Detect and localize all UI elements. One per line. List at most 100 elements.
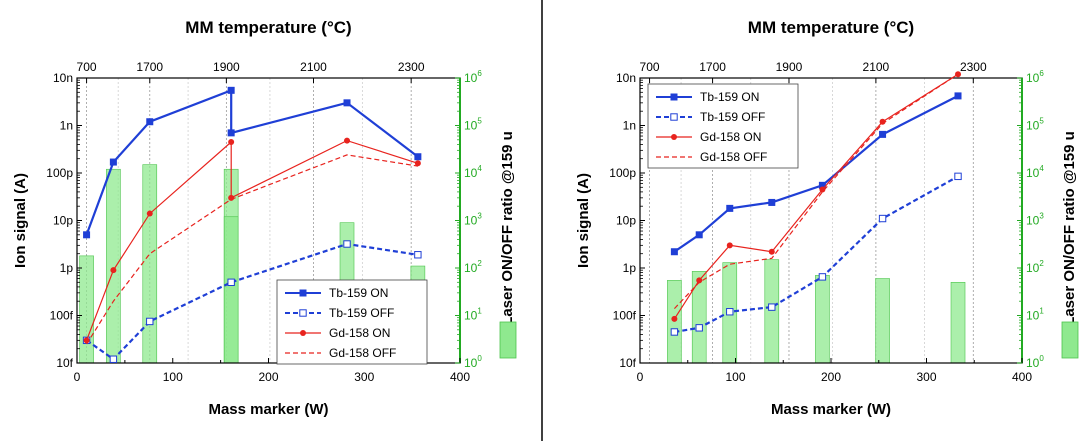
top-tick-label: 700: [640, 60, 660, 74]
ratio-bar: [950, 281, 966, 364]
x-axis-label: Mass marker (W): [208, 401, 328, 418]
data-point: [227, 278, 235, 286]
y2-tick-label: 100: [464, 354, 482, 370]
ratio-bar: [875, 278, 890, 364]
legend-marker: [670, 93, 678, 101]
data-point: [726, 308, 734, 316]
data-point: [696, 277, 703, 284]
y2-tick-label: 106: [1026, 69, 1044, 85]
y2-tick-label: 102: [1026, 259, 1044, 275]
y2-tick-exponent: 0: [1039, 354, 1044, 363]
legend-marker: [300, 330, 306, 336]
x-tick-label: 200: [821, 370, 841, 384]
legend-entry: Gd-158 ON: [700, 130, 761, 144]
data-point: [146, 118, 154, 126]
data-point: [414, 251, 422, 259]
y-tick-label: 10f: [619, 356, 636, 370]
y2-axis-label: Laser ON/OFF ratio @159 u: [1061, 131, 1078, 326]
y2-tick-exponent: 3: [1039, 212, 1044, 221]
data-point: [228, 138, 235, 145]
x-tick-label: 400: [1012, 370, 1032, 384]
x-tick-label: 300: [354, 370, 374, 384]
y2-tick-label: 100: [1026, 354, 1044, 370]
data-point: [227, 86, 235, 94]
y-tick-label: 10p: [53, 214, 73, 228]
y2-tick-exponent: 2: [477, 259, 482, 268]
data-point: [819, 186, 826, 193]
data-point: [146, 317, 154, 326]
data-point: [818, 181, 826, 189]
data-point: [109, 355, 118, 363]
legend-marker: [299, 309, 307, 317]
data-point: [83, 231, 91, 239]
ratio-bar: [815, 275, 830, 364]
data-point: [878, 214, 887, 223]
y2-tick-exponent: 5: [1039, 117, 1044, 126]
y2-tick-base: 10: [1026, 119, 1040, 133]
ratio-bar: [79, 255, 94, 364]
y2-tick-base: 10: [464, 71, 478, 85]
y2-tick-base: 10: [1026, 261, 1040, 275]
y-tick-label: 1p: [623, 261, 637, 275]
y2-tick-exponent: 6: [477, 69, 482, 78]
ratio-legend-swatch: [499, 321, 517, 359]
legend-entry: Gd-158 ON: [329, 326, 390, 340]
x-tick-label: 300: [916, 370, 936, 384]
y-tick-label: 100f: [50, 309, 74, 323]
data-point: [228, 194, 235, 201]
y2-tick-label: 105: [464, 117, 482, 133]
y-tick-label: 100f: [613, 309, 637, 323]
ratio-legend-swatch: [1061, 321, 1079, 359]
y2-tick-label: 105: [1026, 117, 1044, 133]
y2-tick-exponent: 1: [477, 307, 482, 316]
y2-tick-base: 10: [464, 119, 478, 133]
y2-tick-exponent: 4: [1039, 164, 1044, 173]
y2-tick-label: 101: [1026, 307, 1044, 323]
ratio-bar: [223, 216, 239, 364]
series-line-tb-159-off: [85, 242, 419, 361]
y2-tick-label: 106: [464, 69, 482, 85]
y2-tick-exponent: 5: [477, 117, 482, 126]
y-axis-label: Ion signal (A): [575, 173, 592, 268]
y2-tick-label: 103: [1026, 212, 1044, 228]
y2-tick-base: 10: [464, 356, 478, 370]
data-point: [146, 210, 153, 217]
legend-marker: [670, 113, 678, 121]
y2-tick-base: 10: [464, 214, 478, 228]
ratio-bar: [142, 164, 158, 364]
y2-tick-base: 10: [1026, 71, 1040, 85]
y-tick-label: 1n: [623, 119, 636, 133]
data-point: [343, 240, 351, 248]
y-tick-label: 10n: [53, 71, 73, 85]
y2-tick-exponent: 1: [1039, 307, 1044, 316]
x-tick-label: 100: [163, 370, 183, 384]
y2-tick-base: 10: [464, 166, 478, 180]
y2-tick-label: 101: [464, 307, 482, 323]
data-point: [768, 303, 776, 311]
y2-tick-exponent: 2: [1039, 259, 1044, 268]
series-line-gd-158-off: [673, 73, 959, 310]
y-tick-label: 10f: [56, 356, 73, 370]
legend-entry: Tb-159 ON: [700, 90, 759, 104]
data-point: [879, 130, 887, 138]
data-point: [670, 328, 679, 336]
y2-tick-exponent: 3: [477, 212, 482, 221]
data-point: [954, 92, 962, 100]
x-axis-label: Mass marker (W): [771, 401, 891, 418]
data-point: [343, 99, 351, 107]
data-point: [726, 204, 734, 212]
top-tick-label: 1700: [699, 60, 726, 74]
top-tick-label: 1900: [213, 60, 240, 74]
x-tick-label: 100: [725, 370, 745, 384]
chart-title: MM temperature (°C): [185, 18, 351, 37]
legend-entry: Tb-159 OFF: [700, 110, 765, 124]
data-point: [768, 248, 775, 255]
legend-entry: Gd-158 OFF: [700, 150, 767, 164]
top-tick-label: 2100: [863, 60, 890, 74]
x-tick-label: 400: [450, 370, 470, 384]
data-point: [818, 273, 827, 281]
top-tick-label: 2300: [960, 60, 987, 74]
y-axis-label: Ion signal (A): [12, 173, 29, 268]
